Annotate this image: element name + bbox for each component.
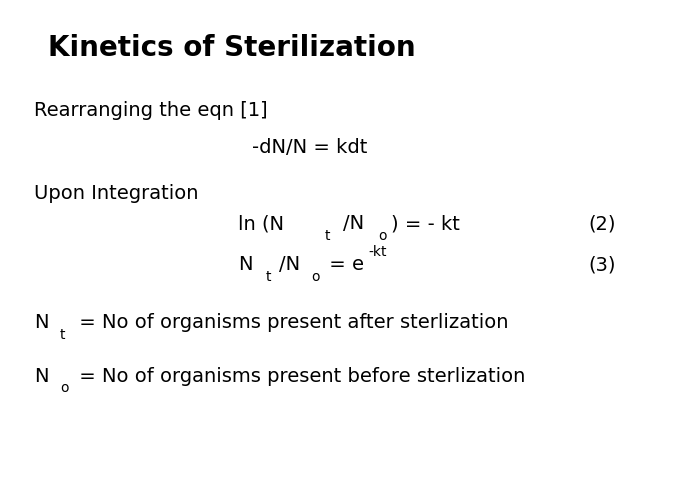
Text: = No of organisms present after sterlization: = No of organisms present after sterliza… xyxy=(73,313,508,332)
Text: Rearranging the eqn [1]: Rearranging the eqn [1] xyxy=(34,101,268,120)
Text: o: o xyxy=(311,270,320,284)
Text: o: o xyxy=(378,229,386,243)
Text: /N: /N xyxy=(343,214,364,233)
Text: Kinetics of Sterilization: Kinetics of Sterilization xyxy=(48,34,415,62)
Text: ) = - kt: ) = - kt xyxy=(391,214,460,233)
Text: t: t xyxy=(265,270,271,284)
Text: ln (N: ln (N xyxy=(238,214,284,233)
Text: = No of organisms present before sterlization: = No of organisms present before sterliz… xyxy=(73,367,525,385)
Text: t: t xyxy=(60,328,65,342)
Text: (3): (3) xyxy=(588,256,615,274)
Text: N: N xyxy=(238,256,252,274)
Text: N: N xyxy=(34,313,48,332)
Text: o: o xyxy=(60,381,68,395)
Text: = e: = e xyxy=(323,256,364,274)
Text: /N: /N xyxy=(279,256,300,274)
Text: (2): (2) xyxy=(588,214,615,233)
Text: t: t xyxy=(325,229,330,243)
Text: -dN/N = kdt: -dN/N = kdt xyxy=(252,138,367,156)
Text: Upon Integration: Upon Integration xyxy=(34,184,199,202)
Text: N: N xyxy=(34,367,48,385)
Text: -kt: -kt xyxy=(369,245,387,259)
